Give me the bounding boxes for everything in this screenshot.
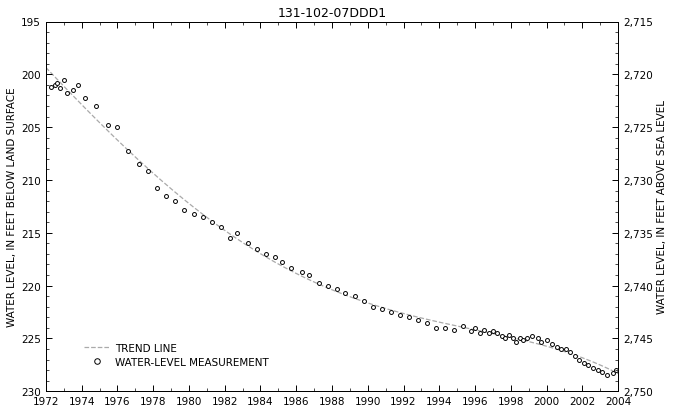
Point	[484, 330, 495, 337]
Point	[216, 225, 226, 231]
Legend: TREND LINE, WATER-LEVEL MEASUREMENT: TREND LINE, WATER-LEVEL MEASUREMENT	[80, 339, 273, 371]
Point	[243, 240, 253, 247]
Y-axis label: WATER LEVEL, IN FEET BELOW LAND SURFACE: WATER LEVEL, IN FEET BELOW LAND SURFACE	[7, 87, 17, 326]
Point	[547, 341, 557, 347]
Point	[286, 265, 297, 271]
Point	[532, 335, 543, 342]
Point	[466, 328, 477, 335]
Point	[276, 259, 287, 266]
Point	[112, 124, 123, 131]
Point	[103, 122, 114, 129]
Point	[500, 335, 511, 342]
Point	[574, 356, 584, 363]
Point	[439, 325, 450, 331]
Point	[314, 280, 325, 287]
Point	[377, 306, 388, 312]
Point	[207, 219, 218, 226]
Point	[152, 185, 162, 192]
Point	[457, 323, 468, 329]
Point	[536, 338, 547, 345]
Point	[412, 317, 423, 324]
Point	[421, 319, 432, 326]
Point	[522, 335, 532, 342]
Point	[555, 346, 566, 352]
Point	[448, 327, 459, 333]
Point	[368, 304, 379, 310]
Point	[511, 338, 522, 345]
Point	[90, 103, 101, 110]
Point	[189, 211, 200, 218]
Point	[224, 235, 235, 242]
Point	[133, 161, 144, 168]
Point	[350, 293, 361, 300]
Point	[561, 346, 572, 352]
Point	[303, 272, 314, 279]
Point	[46, 85, 57, 91]
Point	[588, 365, 599, 371]
Point	[582, 362, 593, 368]
Point	[487, 328, 498, 335]
Point	[470, 325, 481, 331]
Point	[67, 88, 78, 94]
Point	[579, 359, 590, 366]
Point	[430, 325, 441, 331]
Point	[564, 349, 575, 356]
Title: 131-102-07DDD1: 131-102-07DDD1	[278, 7, 387, 20]
Y-axis label: WATER LEVEL, IN FEET ABOVE SEA LEVEL: WATER LEVEL, IN FEET ABOVE SEA LEVEL	[657, 100, 667, 313]
Point	[142, 169, 153, 176]
Point	[73, 82, 84, 89]
Point	[618, 367, 629, 373]
Point	[339, 290, 350, 297]
Point	[491, 330, 502, 337]
Point	[570, 353, 580, 360]
Point	[332, 286, 343, 292]
Point	[541, 337, 552, 344]
Point	[497, 333, 508, 340]
Point	[160, 193, 171, 199]
Point	[59, 77, 69, 84]
Point	[394, 312, 405, 319]
Point	[49, 82, 60, 89]
Point	[198, 214, 209, 221]
Point	[296, 269, 307, 275]
Point	[479, 327, 489, 333]
Point	[386, 309, 396, 316]
Point	[527, 333, 538, 340]
Point	[260, 251, 271, 258]
Point	[55, 85, 65, 92]
Point	[404, 314, 415, 321]
Point	[323, 282, 334, 289]
Point	[359, 298, 369, 305]
Point	[514, 335, 525, 342]
Point	[552, 344, 563, 350]
Point	[475, 330, 486, 337]
Point	[80, 95, 90, 102]
Point	[51, 80, 62, 87]
Point	[270, 254, 280, 261]
Point	[611, 367, 621, 373]
Point	[251, 246, 262, 252]
Point	[596, 369, 607, 375]
Point	[503, 332, 514, 339]
Point	[232, 230, 243, 237]
Point	[607, 370, 618, 377]
Point	[178, 206, 189, 213]
Point	[62, 91, 73, 97]
Point	[615, 362, 625, 368]
Point	[508, 335, 518, 342]
Point	[602, 372, 613, 379]
Point	[123, 149, 133, 155]
Point	[518, 337, 529, 344]
Point	[593, 367, 604, 373]
Point	[169, 198, 180, 205]
